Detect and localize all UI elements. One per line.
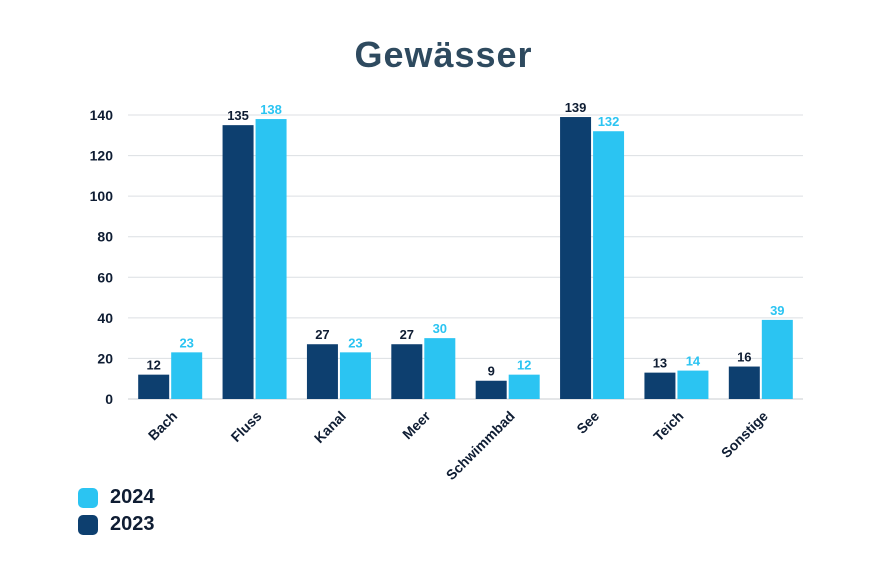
data-label-2024-bach: 23: [179, 335, 193, 350]
bar-2023-see: [560, 117, 592, 400]
data-label-2024-sonstige: 39: [770, 303, 784, 318]
data-labels: 12 23 135 138 27 23 27 30 9 12 139 132 13 14 16 39: [146, 100, 784, 379]
legend: 2024 2023: [78, 484, 155, 538]
bars: [138, 117, 793, 400]
x-tick-label-teich: Teich: [650, 408, 686, 444]
y-tick-label: 100: [90, 188, 114, 204]
legend-label-2024: 2024: [110, 486, 155, 508]
data-label-2023-bach: 12: [146, 358, 160, 373]
data-label-2023-kanal: 27: [315, 327, 329, 342]
bar-2023-kanal: [306, 344, 338, 399]
data-label-2024-fluss: 138: [260, 102, 282, 117]
data-label-2023-meer: 27: [400, 327, 414, 342]
y-tick-label: 120: [90, 148, 114, 164]
data-label-2023-fluss: 135: [227, 108, 249, 123]
bar-2023-bach: [138, 374, 170, 399]
legend-swatch-2024: [78, 487, 98, 508]
y-tick-label: 0: [105, 391, 113, 407]
bar-2024-fluss: [255, 119, 287, 400]
x-tick-label-kanal: Kanal: [311, 408, 349, 446]
y-tick-label: 40: [97, 310, 113, 326]
bar-2024-schwimmbad: [508, 374, 540, 399]
data-label-2024-meer: 30: [433, 321, 447, 336]
y-tick-label: 60: [97, 269, 113, 285]
bar-2023-fluss: [222, 125, 254, 400]
bar-2024-bach: [171, 352, 203, 399]
x-tick-label-bach: Bach: [145, 408, 181, 444]
data-label-2024-kanal: 23: [348, 335, 362, 350]
legend-item-2024: 2024: [78, 484, 155, 511]
bar-2024-see: [593, 131, 625, 399]
data-label-2023-sonstige: 16: [737, 350, 751, 365]
bar-2024-teich: [677, 370, 709, 399]
bar-2023-schwimmbad: [475, 380, 507, 399]
data-label-2024-teich: 14: [686, 354, 701, 369]
data-label-2024-see: 132: [598, 114, 620, 129]
bar-2024-sonstige: [761, 319, 793, 399]
bar-2023-teich: [644, 372, 676, 399]
legend-label-2023: 2023: [110, 513, 155, 535]
data-label-2023-teich: 13: [653, 356, 667, 371]
chart-title: Gewässer: [354, 34, 533, 75]
y-tick-label: 80: [97, 229, 113, 245]
y-tick-label: 20: [97, 350, 113, 366]
bar-2023-sonstige: [728, 366, 760, 399]
y-axis-tick-labels: 0 20 40 60 80 100 120 140: [90, 107, 114, 407]
x-tick-label-sonstige: Sonstige: [718, 408, 771, 461]
data-label-2024-schwimmbad: 12: [517, 358, 531, 373]
x-tick-label-meer: Meer: [399, 407, 434, 442]
x-tick-label-see: See: [573, 408, 602, 437]
x-tick-label-fluss: Fluss: [228, 408, 265, 445]
legend-item-2023: 2023: [78, 511, 155, 538]
data-label-2023-schwimmbad: 9: [488, 364, 495, 379]
bar-2024-kanal: [339, 352, 371, 399]
legend-swatch-2023: [78, 514, 98, 535]
bar-2023-meer: [391, 344, 423, 399]
bar-2024-meer: [424, 338, 456, 399]
x-tick-label-schwimmbad: Schwimmbad: [443, 408, 518, 483]
data-label-2023-see: 139: [565, 100, 587, 115]
x-axis-category-labels: Bach Fluss Kanal Meer Schwimmbad See Teich Sons…: [145, 407, 771, 483]
y-tick-label: 140: [90, 107, 114, 123]
